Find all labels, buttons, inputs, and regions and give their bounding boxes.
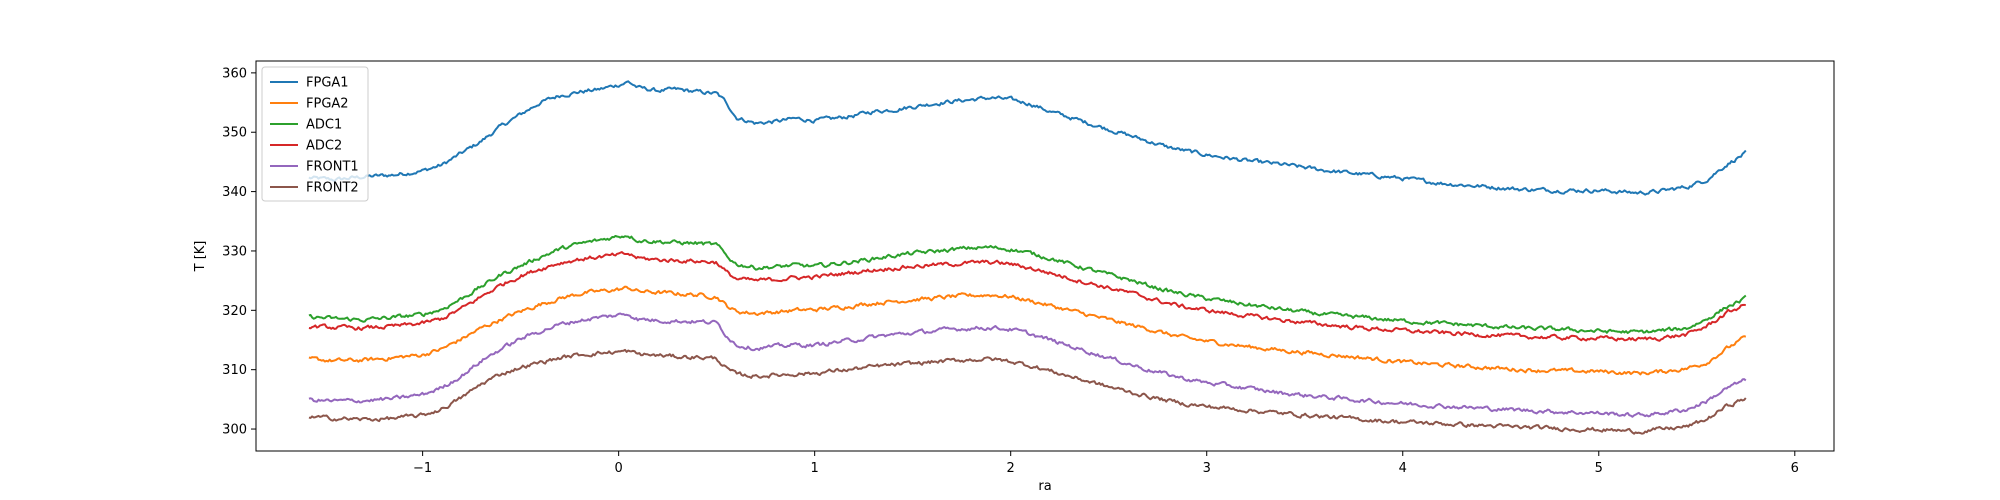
series-line-front1 bbox=[308, 312, 1747, 418]
y-tick-label: 350 bbox=[222, 126, 247, 141]
legend: FPGA1 FPGA2 ADC1 ADC2 FRONT1 FRONT2 bbox=[261, 66, 369, 202]
legend-label-adc2: ADC2 bbox=[306, 139, 342, 154]
legend-label-front2: FRONT2 bbox=[306, 181, 359, 196]
x-axis-label: ra bbox=[1038, 479, 1051, 494]
series-line-fpga1 bbox=[308, 80, 1747, 196]
legend-label-fpga2: FPGA2 bbox=[306, 97, 349, 112]
legend-label-front1: FRONT1 bbox=[306, 160, 359, 175]
axes-frame bbox=[255, 60, 1835, 452]
x-tick-label: 2 bbox=[1007, 461, 1015, 476]
y-tick-label: 310 bbox=[222, 363, 247, 378]
x-tick-label: 5 bbox=[1595, 461, 1603, 476]
plot-area bbox=[308, 80, 1747, 435]
y-tick-label: 340 bbox=[222, 185, 247, 200]
series-line-adc2 bbox=[308, 251, 1747, 342]
series-line-front2 bbox=[308, 348, 1747, 435]
legend-label-fpga1: FPGA1 bbox=[306, 76, 349, 91]
y-tick-label: 330 bbox=[222, 244, 247, 259]
y-tick-label: 360 bbox=[222, 66, 247, 81]
y-axis: 300 310 320 330 340 350 360 bbox=[222, 66, 256, 438]
x-tick-label: 0 bbox=[615, 461, 623, 476]
series-line-adc1 bbox=[308, 234, 1747, 335]
x-tick-label: 6 bbox=[1791, 461, 1799, 476]
y-axis-label: T [K] bbox=[193, 241, 208, 273]
legend-label-adc1: ADC1 bbox=[306, 118, 342, 133]
series-line-fpga2 bbox=[308, 285, 1747, 376]
x-tick-label: 4 bbox=[1399, 461, 1407, 476]
x-axis: −1 0 1 2 3 4 5 6 bbox=[413, 451, 1799, 476]
x-tick-label: 3 bbox=[1203, 461, 1211, 476]
y-tick-label: 320 bbox=[222, 304, 247, 319]
legend-box bbox=[261, 66, 369, 202]
y-tick-label: 300 bbox=[222, 423, 247, 438]
x-tick-label: 1 bbox=[811, 461, 819, 476]
x-tick-label: −1 bbox=[413, 461, 432, 476]
